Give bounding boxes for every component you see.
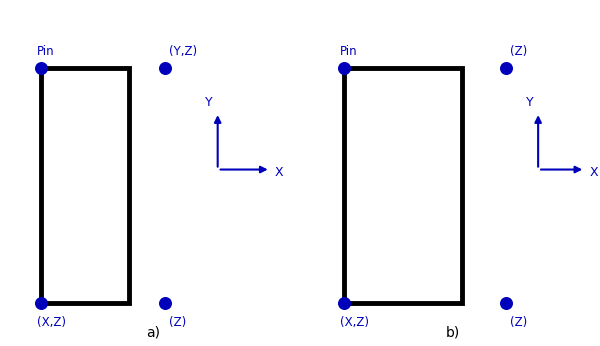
Text: Pin: Pin xyxy=(340,45,358,58)
Text: Pin: Pin xyxy=(37,45,55,58)
Text: b): b) xyxy=(446,325,460,339)
Point xyxy=(501,300,511,306)
Point xyxy=(340,65,349,71)
Point xyxy=(501,65,511,71)
Point xyxy=(37,65,46,71)
Text: (Z): (Z) xyxy=(510,45,527,58)
Text: Y: Y xyxy=(205,96,212,109)
Point xyxy=(37,300,46,306)
Text: (Z): (Z) xyxy=(169,316,187,329)
Text: (X,Z): (X,Z) xyxy=(37,316,66,329)
Point xyxy=(160,300,170,306)
Text: Y: Y xyxy=(526,96,533,109)
Point xyxy=(340,300,349,306)
Text: (X,Z): (X,Z) xyxy=(340,316,368,329)
Text: X: X xyxy=(590,166,598,179)
Text: a): a) xyxy=(146,325,160,339)
Point xyxy=(160,65,170,71)
Text: (Z): (Z) xyxy=(510,316,527,329)
Text: (Y,Z): (Y,Z) xyxy=(169,45,197,58)
Text: X: X xyxy=(275,166,284,179)
